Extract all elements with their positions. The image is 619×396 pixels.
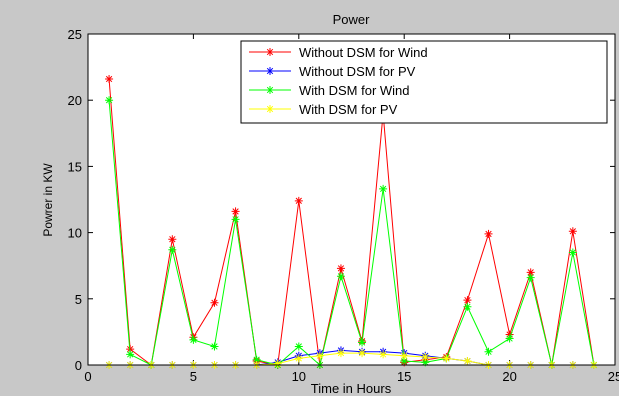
data-point: [526, 273, 535, 282]
y-tick-label: 25: [68, 27, 82, 42]
data-point: [273, 359, 282, 368]
y-tick-label: 0: [75, 358, 82, 373]
data-point: [168, 235, 177, 244]
legend-box: [240, 40, 608, 124]
data-point: [231, 207, 240, 216]
legend: Without DSM for Wind Without DSM for PV Wi…: [240, 40, 608, 124]
data-point: [505, 334, 514, 343]
data-point: [421, 358, 430, 367]
x-tick-label: 10: [292, 369, 306, 384]
legend-marker: [266, 86, 274, 94]
x-tick-label: 5: [190, 369, 197, 384]
data-point: [463, 302, 472, 311]
data-point: [210, 298, 219, 307]
data-point: [379, 184, 388, 193]
data-point: [358, 349, 367, 358]
legend-label: Without DSM for PV: [299, 64, 416, 79]
x-tick-label: 0: [84, 369, 91, 384]
data-point: [421, 353, 430, 362]
plot-frame: [87, 33, 616, 366]
legend-marker: [266, 105, 274, 113]
data-point: [294, 354, 303, 363]
legend-label: Without DSM for Wind: [299, 45, 428, 60]
data-point: [463, 357, 472, 366]
data-point: [294, 196, 303, 205]
data-point: [442, 354, 451, 363]
legend-label: With DSM for Wind: [299, 83, 410, 98]
data-point: [336, 349, 345, 358]
data-point: [105, 96, 114, 105]
y-tick-label: 10: [68, 226, 82, 241]
data-point: [463, 296, 472, 305]
data-point: [336, 272, 345, 281]
data-point: [105, 75, 114, 84]
legend-marker: [266, 67, 274, 75]
x-axis-label: Time in Hours: [311, 381, 392, 396]
series-line: [108, 78, 595, 366]
data-point: [294, 342, 303, 351]
x-tick-label: 15: [397, 369, 411, 384]
data-point: [168, 245, 177, 254]
y-tick-label: 15: [68, 159, 82, 174]
data-point: [400, 351, 409, 360]
data-point: [484, 347, 493, 356]
data-point: [379, 350, 388, 359]
y-axis-label: Powrer in KW: [41, 163, 55, 237]
legend-item: Without DSM for PV: [249, 64, 416, 79]
data-point: [358, 338, 367, 347]
y-tick-label: 5: [75, 292, 82, 307]
legend-item: With DSM for PV: [249, 102, 398, 117]
x-tick-label: 20: [502, 369, 516, 384]
data-point: [210, 342, 219, 351]
legend-item: With DSM for Wind: [249, 83, 410, 98]
data-point: [315, 351, 324, 360]
legend-label: With DSM for PV: [299, 102, 398, 117]
data-point: [400, 357, 409, 366]
series-line: [108, 100, 595, 366]
data-point: [568, 248, 577, 257]
data-point: [568, 227, 577, 236]
legend-marker: [266, 48, 274, 56]
chart-title: Power: [333, 12, 371, 27]
data-point: [189, 335, 198, 344]
x-tick-label: 25: [608, 369, 619, 384]
data-point: [252, 355, 261, 364]
data-point: [484, 229, 493, 238]
data-point: [526, 268, 535, 277]
data-point: [231, 215, 240, 224]
data-point: [336, 264, 345, 273]
data-point: [126, 350, 135, 359]
y-tick-label: 20: [68, 93, 82, 108]
legend-item: Without DSM for Wind: [249, 45, 428, 60]
